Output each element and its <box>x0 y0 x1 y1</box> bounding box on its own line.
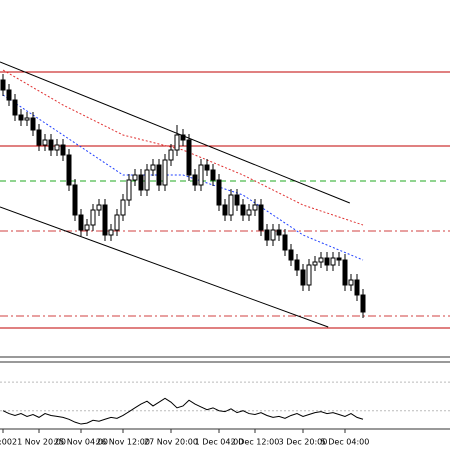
candle-body <box>186 139 192 176</box>
candle-body <box>144 169 150 191</box>
candle-body <box>276 229 282 236</box>
candle-body <box>342 259 348 286</box>
candle-body <box>330 257 336 266</box>
candle-body <box>312 261 318 266</box>
candle-body <box>228 194 234 216</box>
candle-body <box>138 174 144 191</box>
candle-body <box>318 257 324 263</box>
candle-body <box>270 229 276 241</box>
candle-body <box>42 139 48 146</box>
candle-body <box>216 179 222 206</box>
candle-body <box>306 264 312 286</box>
candle-body <box>6 89 12 101</box>
x-tick-label: 1 Dec 04:00 <box>195 438 244 447</box>
candle-body <box>54 144 60 151</box>
candle-body <box>114 214 120 231</box>
candle-body <box>0 79 6 91</box>
candle-body <box>198 164 204 186</box>
candle-body <box>240 204 246 216</box>
candle-body <box>48 139 54 151</box>
candle-body <box>78 214 84 231</box>
candle-body <box>210 169 216 181</box>
x-tick-label: 2 Dec 12:00 <box>231 438 280 447</box>
candle-body <box>150 164 156 171</box>
candle-body <box>66 154 72 186</box>
candle-body <box>204 164 210 171</box>
moving-average <box>2 69 364 226</box>
candle-body <box>360 294 366 313</box>
candle-body <box>258 204 264 231</box>
trendline <box>0 206 329 328</box>
candle-body <box>300 269 306 286</box>
x-tick-label: 25 Nov 04:00 <box>54 438 108 447</box>
candle-body <box>102 204 108 236</box>
moving-average <box>2 94 364 261</box>
candle-body <box>180 134 186 141</box>
candle-body <box>132 174 138 181</box>
candle-body <box>84 224 90 231</box>
x-tick-label: 21 Nov 20:00 <box>12 438 66 447</box>
candle-body <box>72 184 78 216</box>
candle-body <box>108 229 114 236</box>
candle-body <box>264 229 270 241</box>
candle-body <box>174 134 180 151</box>
candle-body <box>324 257 330 266</box>
candle-body <box>192 174 198 186</box>
candle-body <box>222 204 228 216</box>
candle-body <box>36 129 42 146</box>
candle-body <box>168 149 174 161</box>
candle-body <box>90 209 96 226</box>
candle-body <box>354 279 360 296</box>
x-tick-label: 3 Dec 20:00 <box>279 438 328 447</box>
x-tick-label: 27 Nov 20:00 <box>144 438 198 447</box>
candle-body <box>126 179 132 201</box>
x-tick-label: 26 Nov 12:00 <box>96 438 150 447</box>
x-tick-label: 5 Dec 04:00 <box>321 438 370 447</box>
candle-body <box>30 117 36 131</box>
candle-body <box>252 204 258 211</box>
candle-body <box>162 159 168 186</box>
x-tick-label: 2:00 <box>0 438 12 447</box>
candle-body <box>24 117 30 121</box>
candle-body <box>60 144 66 156</box>
candle-body <box>288 249 294 261</box>
candle-body <box>348 279 354 286</box>
oscillator-line <box>2 397 364 425</box>
candle-body <box>294 259 300 271</box>
candle-body <box>12 99 18 116</box>
trendline <box>0 61 350 204</box>
candle-body <box>336 257 342 261</box>
candle-body <box>282 234 288 251</box>
candle-body <box>246 209 252 216</box>
candle-body <box>120 199 126 216</box>
candle-body <box>156 164 162 186</box>
candle-body <box>18 114 24 121</box>
candle-body <box>234 194 240 206</box>
candle-body <box>96 204 102 211</box>
